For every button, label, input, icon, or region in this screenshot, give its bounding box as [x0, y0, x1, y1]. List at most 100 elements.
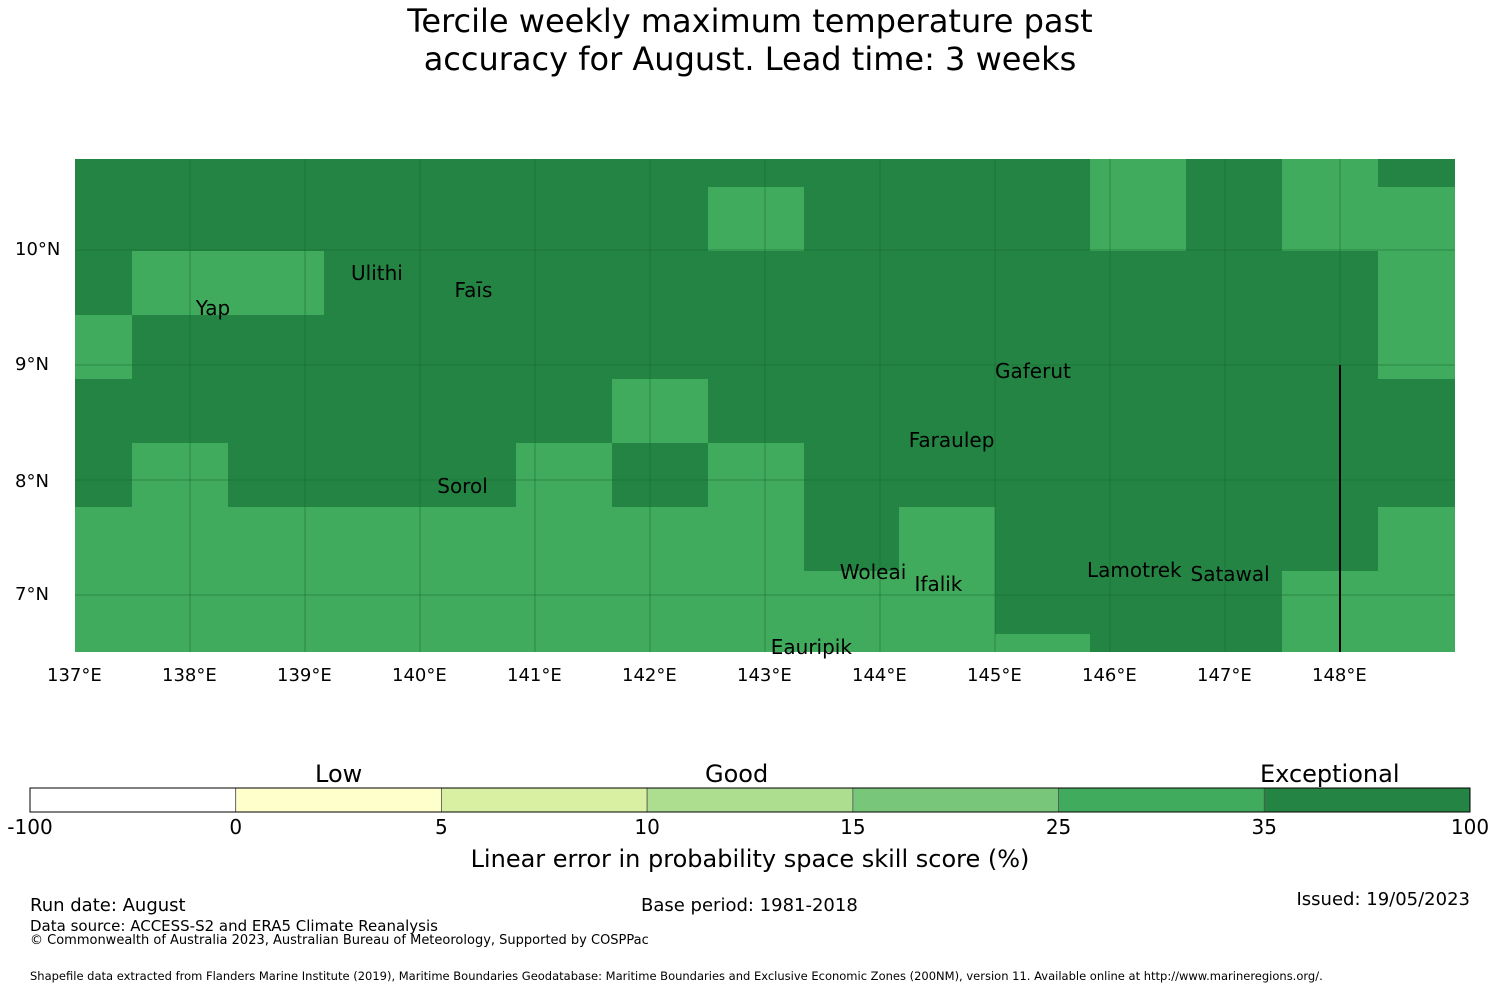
- grid-cell: [1186, 159, 1282, 187]
- grid-cell: [612, 315, 708, 379]
- x-tick-label: 144°E: [852, 665, 907, 686]
- grid-cell: [516, 159, 612, 187]
- grid-cell: [804, 159, 899, 187]
- grid-cell: [132, 507, 228, 571]
- colorbar-segment: [852, 787, 1059, 813]
- grid-cell: [708, 507, 804, 571]
- grid-cell: [324, 634, 420, 652]
- grid-cell: [228, 571, 324, 634]
- grid-cell: [75, 187, 132, 251]
- grid-cell: [995, 187, 1090, 251]
- grid-cell: [1282, 571, 1378, 634]
- grid-cell: [899, 315, 995, 379]
- grid-cell: [804, 634, 899, 652]
- grid-cell: [1090, 443, 1186, 507]
- grid-cell: [420, 571, 516, 634]
- place-label: Sorol: [437, 473, 488, 498]
- grid-cell: [75, 634, 132, 652]
- grid-cell: [1378, 187, 1455, 251]
- x-tick-label: 141°E: [507, 665, 562, 686]
- grid-cell: [995, 159, 1090, 187]
- grid-cell: [612, 187, 708, 251]
- grid-cell: [804, 315, 899, 379]
- colorbar-label: Linear error in probability space skill …: [470, 845, 1030, 873]
- grid-cell: [708, 315, 804, 379]
- grid-cell: [132, 443, 228, 507]
- grid-cell: [1090, 379, 1186, 443]
- grid-cell: [804, 251, 899, 315]
- grid-cell: [1186, 187, 1282, 251]
- grid-cell: [1186, 315, 1282, 379]
- grid-cell: [75, 251, 132, 315]
- grid-cell: [899, 507, 995, 571]
- data-source: Data source: ACCESS-S2 and ERA5 Climate …: [30, 917, 438, 935]
- graticule: [75, 159, 1455, 652]
- grid-cell: [1090, 251, 1186, 315]
- colorbar-tick-label: 10: [634, 815, 660, 839]
- grid-cell: [1282, 315, 1378, 379]
- grid-cell: [995, 507, 1090, 571]
- grid-cell: [899, 187, 995, 251]
- grid-cell: [1378, 443, 1455, 507]
- grid-cell: [899, 379, 995, 443]
- grid-cell: [1090, 634, 1186, 652]
- grid-cell: [324, 507, 420, 571]
- colorbar-segment: [1263, 787, 1471, 813]
- grid-cell: [132, 187, 228, 251]
- grid-cell: [132, 571, 228, 634]
- place-label: Woleai: [839, 560, 907, 584]
- grid-cell: [1282, 187, 1378, 251]
- grid-cell: [1186, 251, 1282, 315]
- grid-cell: [804, 571, 899, 634]
- copyright: © Commonwealth of Australia 2023, Austra…: [30, 933, 649, 948]
- grid-cell: [132, 315, 228, 379]
- place-label: Faīs: [454, 278, 493, 303]
- x-tick-label: 140°E: [392, 665, 447, 686]
- colorbar-segment: [1058, 787, 1265, 813]
- grid-cell: [899, 443, 995, 507]
- place-label: Yap: [195, 295, 231, 320]
- grid-cell: [324, 251, 420, 315]
- grid-cell: [1378, 507, 1455, 571]
- grid-cell: [708, 159, 804, 187]
- x-tick-label: 145°E: [967, 665, 1022, 686]
- grid-cell: [1282, 379, 1378, 443]
- run-date: Run date: August: [30, 895, 186, 916]
- grid-cell: [1186, 634, 1282, 652]
- y-tick-label: 10°N: [15, 239, 61, 260]
- grid-cell: [708, 443, 804, 507]
- grid-cell: [228, 379, 324, 443]
- colorbar-segment: [646, 787, 854, 813]
- grid-cell: [1282, 443, 1378, 507]
- grid-cell: [420, 379, 516, 443]
- x-tick-label: 142°E: [622, 665, 677, 686]
- grid-cell: [75, 315, 132, 379]
- grid-cell: [324, 159, 420, 187]
- colorbar-tick-label: 0: [229, 815, 243, 839]
- grid-cell: [612, 251, 708, 315]
- grid-cell: [420, 187, 516, 251]
- category-low: Low: [315, 760, 363, 788]
- grid-cell: [132, 159, 228, 187]
- grid-cell: [995, 251, 1090, 315]
- colorbar-tick-label: 5: [435, 815, 448, 839]
- place-label: Gaferut: [995, 358, 1071, 383]
- grid-cell: [995, 443, 1090, 507]
- grid-cell: [899, 159, 995, 187]
- grid-cell: [612, 634, 708, 652]
- category-good: Good: [705, 760, 769, 788]
- grid-cell: [1186, 571, 1282, 634]
- grid-cell: [612, 159, 708, 187]
- grid-cell: [1186, 507, 1282, 571]
- grid-cell: [324, 443, 420, 507]
- grid-cell: [1378, 159, 1455, 187]
- grid-cell: [1090, 187, 1186, 251]
- grid-cell: [420, 507, 516, 571]
- place-label: Ifalik: [914, 571, 963, 596]
- grid-cell: [132, 379, 228, 443]
- grid-cell: [75, 571, 132, 634]
- grid-cell: [516, 443, 612, 507]
- grid-cell: [1378, 634, 1455, 652]
- grid-cell: [804, 187, 899, 251]
